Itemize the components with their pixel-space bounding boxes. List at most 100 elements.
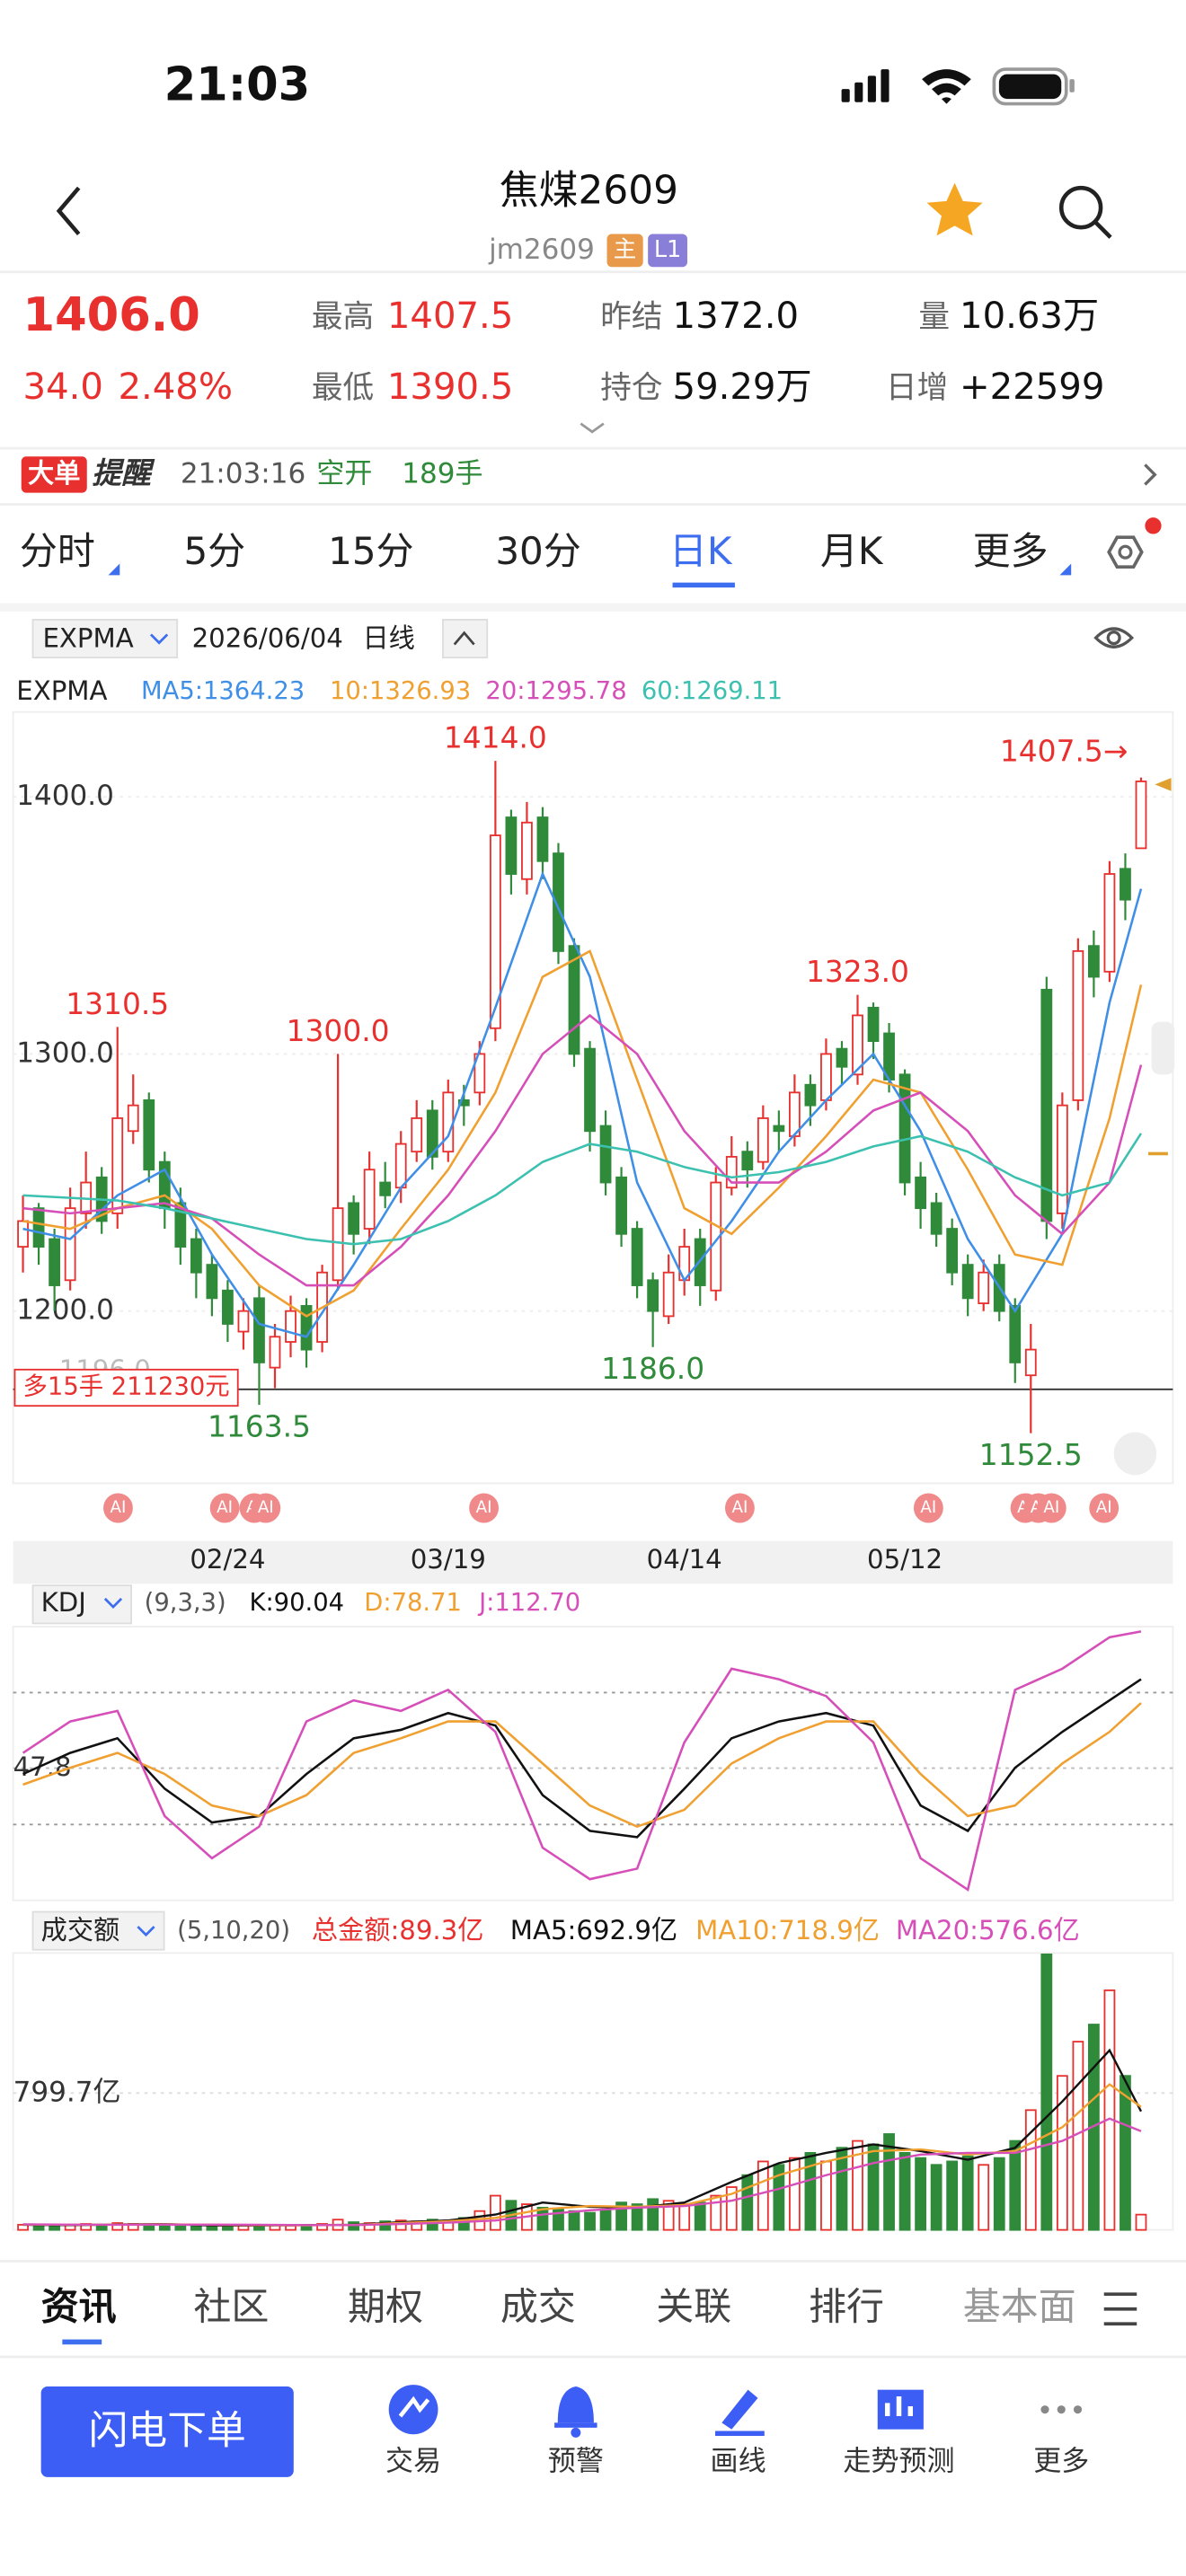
info-tab[interactable]: 期权: [348, 2284, 423, 2328]
time-axis-band: [13, 1540, 1173, 1584]
fullscreen-button[interactable]: [1113, 1432, 1157, 1476]
ai-marker[interactable]: [724, 1493, 755, 1523]
candle-body: [143, 1099, 155, 1171]
ai-marker-label: AI: [1096, 1498, 1112, 1517]
candle-body: [363, 1169, 376, 1230]
period-tab[interactable]: 30分: [495, 529, 580, 573]
info-tab[interactable]: 排行: [809, 2284, 884, 2328]
candle-body: [332, 1207, 344, 1282]
dropdown-mark: [1059, 563, 1072, 576]
eye-toggle[interactable]: [1093, 627, 1135, 648]
side-handle[interactable]: [1151, 1021, 1175, 1075]
volume-bar: [773, 2164, 785, 2231]
candle-body: [269, 1336, 281, 1369]
candle-body: [474, 1053, 486, 1094]
alert-action: 空开: [316, 457, 372, 490]
ai-marker[interactable]: [469, 1493, 500, 1523]
ai-marker[interactable]: [251, 1493, 281, 1523]
period-tab[interactable]: 日K: [669, 529, 733, 573]
settings-button[interactable]: [1107, 535, 1144, 569]
volume-bar: [174, 2224, 187, 2231]
ai-marker[interactable]: [1089, 1493, 1120, 1523]
price-panel: [12, 710, 1174, 1485]
candle-body: [49, 1238, 61, 1286]
volume-bar: [757, 2160, 769, 2231]
volume-bar: [867, 2143, 880, 2231]
stat-label: 量: [918, 299, 950, 335]
stat-label: 昨结: [600, 299, 662, 335]
ai-marker-label: AI: [1043, 1498, 1059, 1517]
candle-body: [599, 1125, 612, 1184]
x-tick-label: 03/19: [411, 1544, 486, 1575]
toolbar-label[interactable]: 预警: [548, 2445, 604, 2477]
ai-marker[interactable]: [209, 1493, 240, 1523]
volume-params: (5,10,20): [177, 1917, 290, 1945]
candle-body: [536, 816, 549, 862]
volume-bar: [647, 2198, 659, 2231]
indicator-select[interactable]: [31, 619, 179, 659]
info-tab[interactable]: 资讯: [41, 2284, 117, 2328]
toolbar-label[interactable]: 走势预测: [843, 2445, 954, 2477]
toolbar-label[interactable]: 画线: [711, 2445, 766, 2477]
kdj-line: [22, 1630, 1142, 1892]
collapse-button[interactable]: [442, 619, 489, 659]
volume-bar: [568, 2210, 580, 2231]
legend-entry: MA10:718.9亿: [695, 1915, 880, 1945]
order-button[interactable]: [40, 2386, 294, 2477]
period-tab[interactable]: 更多: [973, 529, 1049, 573]
stat-value: 10.63万: [960, 296, 1099, 337]
candle-body: [804, 1083, 817, 1107]
alert-more[interactable]: [1144, 463, 1157, 486]
expand-chevron[interactable]: [580, 422, 605, 434]
collapse-icon: [453, 631, 475, 646]
candle-body: [442, 1091, 455, 1153]
volume-bar: [316, 2223, 328, 2231]
badge-main: 主: [614, 236, 637, 263]
candle-body: [379, 1181, 392, 1196]
candle-body: [757, 1117, 769, 1163]
ai-marker-label: AI: [258, 1498, 274, 1517]
candle-body: [898, 1073, 911, 1184]
info-tab[interactable]: 社区: [193, 2284, 269, 2328]
y-tick-label: 1400.0: [16, 780, 114, 812]
notify-dot: [1145, 517, 1162, 534]
ai-marker[interactable]: [1036, 1493, 1067, 1523]
volume-bar: [599, 2208, 612, 2231]
info-tab[interactable]: 成交: [500, 2284, 576, 2328]
volume-bar: [961, 2155, 974, 2231]
toolbar-label[interactable]: 更多: [1033, 2445, 1089, 2477]
back-button[interactable]: [56, 186, 81, 236]
volume-bar: [741, 2174, 754, 2231]
toolbar-label[interactable]: 交易: [385, 2445, 441, 2477]
period-tab[interactable]: 分时: [20, 529, 95, 573]
period-tab[interactable]: 5分: [183, 529, 245, 573]
volume-bar: [930, 2164, 943, 2231]
candle-body: [725, 1155, 738, 1189]
volume-bar: [1056, 2075, 1068, 2231]
candle-body: [553, 852, 564, 952]
volume-bar: [394, 2219, 407, 2231]
alert-title: 提醒: [92, 455, 155, 490]
volume-total: 总金额:89.3亿: [312, 1915, 484, 1945]
period-tab[interactable]: 15分: [328, 529, 413, 573]
legend-entry: 60:1269.11: [642, 677, 783, 705]
period-tab[interactable]: 月K: [820, 529, 884, 573]
price-change-pct: 2.48%: [118, 366, 233, 408]
ai-marker[interactable]: [103, 1493, 133, 1523]
tabs-menu[interactable]: [1103, 2292, 1137, 2326]
alert-size: 189手: [402, 457, 482, 490]
volume-bar: [1120, 2075, 1131, 2231]
favorite-star[interactable]: [926, 182, 983, 236]
info-tab[interactable]: 关联: [656, 2284, 731, 2328]
volume-bar: [978, 2164, 990, 2231]
ai-marker[interactable]: [913, 1493, 943, 1523]
candle-body: [978, 1271, 990, 1304]
info-tab[interactable]: 基本面: [963, 2284, 1076, 2328]
search-button[interactable]: [1058, 185, 1112, 239]
alert-badge-bg: [21, 456, 87, 493]
candle-body: [127, 1104, 139, 1133]
section-gap: [0, 603, 1186, 612]
candle-body: [867, 1006, 880, 1043]
ai-marker-label: AI: [731, 1498, 748, 1517]
